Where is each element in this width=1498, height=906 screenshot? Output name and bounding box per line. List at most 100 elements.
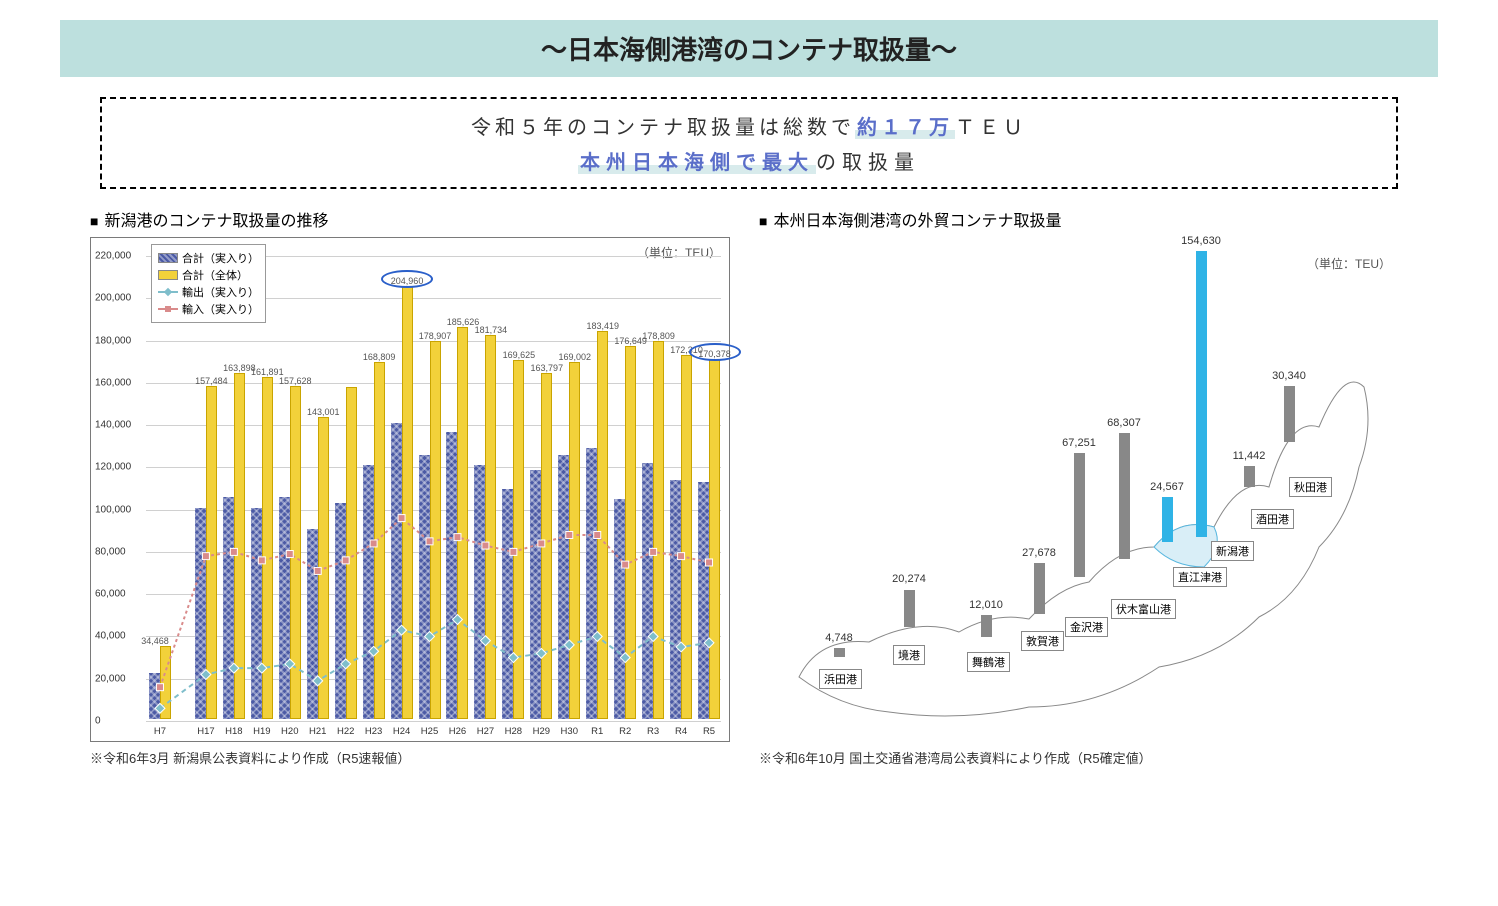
y-tick-label: 60,000 [95,589,126,600]
legend-swatch [158,308,178,310]
left-chart: （単位：TEU） 合計（実入り）合計（全体）輸出（実入り）輸入（実入り） 020… [90,237,730,742]
bar-value-label: 183,419 [586,321,619,331]
port-value: 68,307 [1107,417,1141,429]
x-tick-label: H22 [337,726,354,737]
bar-goukei-miiri [223,497,234,719]
bar-goukei-miiri [195,508,206,719]
bar-value-label: 181,734 [475,325,508,335]
right-section-title: ■本州日本海側港湾の外貿コンテナ取扱量 [759,207,1408,231]
bar-goukei-zentai [709,359,720,719]
x-tick-label: H26 [449,726,466,737]
port-bar [1284,386,1295,442]
right-chart: （単位：TEU） 4,748浜田港20,274境港12,010舞鶴港27,678… [759,237,1399,742]
bar-goukei-zentai [541,373,552,719]
x-tick-label: H19 [253,726,270,737]
bar-goukei-zentai [457,327,468,719]
left-legend: 合計（実入り）合計（全体）輸出（実入り）輸入（実入り） [151,244,266,323]
bar-goukei-zentai [374,362,385,719]
legend-label: 合計（全体） [182,267,248,283]
x-tick-label: H7 [154,726,166,737]
bar-goukei-miiri [279,497,290,719]
bar-value-label: 178,809 [642,331,675,341]
x-tick-label: H25 [421,726,438,737]
bar-goukei-zentai [346,387,357,719]
legend-swatch [158,291,178,293]
legend-item: 合計（全体） [158,267,259,283]
x-tick-label: R5 [703,726,715,737]
bar-value-label: 168,809 [363,352,396,362]
bar-goukei-miiri [307,529,318,719]
bar-goukei-zentai [485,335,496,719]
x-tick-label: H20 [281,726,298,737]
y-tick-label: 220,000 [95,251,131,262]
left-footnote: ※令和6年3月 新潟県公表資料により作成（R5速報値） [90,748,739,767]
port-name-box: 伏木富山港 [1111,599,1176,619]
bar-goukei-miiri [446,432,457,719]
bar-goukei-miiri [391,423,402,719]
legend-item: 輸出（実入り） [158,284,259,300]
x-tick-label: R4 [675,726,687,737]
port-name-box: 舞鶴港 [967,652,1010,672]
right-footnote: ※令和6年10月 国土交通省港湾局公表資料により作成（R5確定値） [759,748,1408,767]
legend-item: 合計（実入り） [158,250,259,266]
bar-goukei-miiri [363,465,374,719]
x-tick-label: H24 [393,726,410,737]
legend-label: 輸出（実入り） [182,284,259,300]
highlight-circle [689,343,741,361]
bar-goukei-miiri [670,480,681,719]
port-bar [904,590,915,628]
bar-value-label: 169,625 [503,350,536,360]
bar-goukei-zentai [430,341,441,719]
bar-goukei-zentai [597,331,608,719]
bar-goukei-zentai [681,355,692,719]
bar-goukei-miiri [502,489,513,719]
port-value: 27,678 [1022,547,1056,559]
legend-label: 輸入（実入り） [182,301,259,317]
port-bar [1074,453,1085,577]
port-bar [1244,466,1255,487]
port-name-box: 酒田港 [1251,509,1294,529]
port-value: 4,748 [825,632,853,644]
port-value: 30,340 [1272,370,1306,382]
right-chart-col: ■本州日本海側港湾の外貿コンテナ取扱量 （単位：TEU） 4,748浜田港20,… [759,207,1408,767]
y-tick-label: 140,000 [95,420,131,431]
x-tick-label: H18 [225,726,242,737]
bar-value-label: 143,001 [307,407,340,417]
port-value: 24,567 [1150,481,1184,493]
summary-line-1: 令和５年のコンテナ取扱量は総数で約１７万ＴＥＵ [102,111,1396,140]
bar-goukei-miiri [149,673,160,720]
bar-goukei-zentai [290,386,301,719]
port-name-box: 秋田港 [1289,477,1332,497]
bar-goukei-miiri [642,463,653,719]
port-name-box: 金沢港 [1065,617,1108,637]
summary-line-2: 本州日本海側で最大の取扱量 [102,146,1396,175]
bar-goukei-zentai [513,360,524,719]
port-value: 20,274 [892,573,926,585]
bar-goukei-miiri [698,482,709,719]
bar-goukei-zentai [160,646,171,719]
bar-goukei-zentai [569,362,580,719]
highlight-circle [381,270,433,288]
bar-value-label: 157,484 [195,376,228,386]
bar-goukei-zentai [262,377,273,719]
x-tick-label: H27 [477,726,494,737]
y-tick-label: 100,000 [95,504,131,515]
left-section-title: ■新潟港のコンテナ取扱量の推移 [90,207,739,231]
bar-value-label: 163,797 [531,363,564,373]
port-value: 154,630 [1181,235,1221,247]
port-bar [1119,433,1130,559]
x-tick-label: H17 [197,726,214,737]
summary-l1-hl: 約１７万 [855,117,955,139]
x-tick-label: H21 [309,726,326,737]
port-name-box: 浜田港 [819,669,862,689]
bar-goukei-miiri [419,455,430,719]
left-title-text: 新潟港のコンテナ取扱量の推移 [104,213,328,230]
right-title-text: 本州日本海側港湾の外貿コンテナ取扱量 [773,213,1061,230]
port-bar [1196,251,1207,537]
x-tick-label: H23 [365,726,382,737]
bar-goukei-zentai [625,346,636,719]
bar-goukei-zentai [653,341,664,719]
page-title: ～日本海側港湾のコンテナ取扱量～ [60,20,1438,77]
first-bar-label: 34,468 [141,636,169,646]
port-bar [981,615,992,637]
